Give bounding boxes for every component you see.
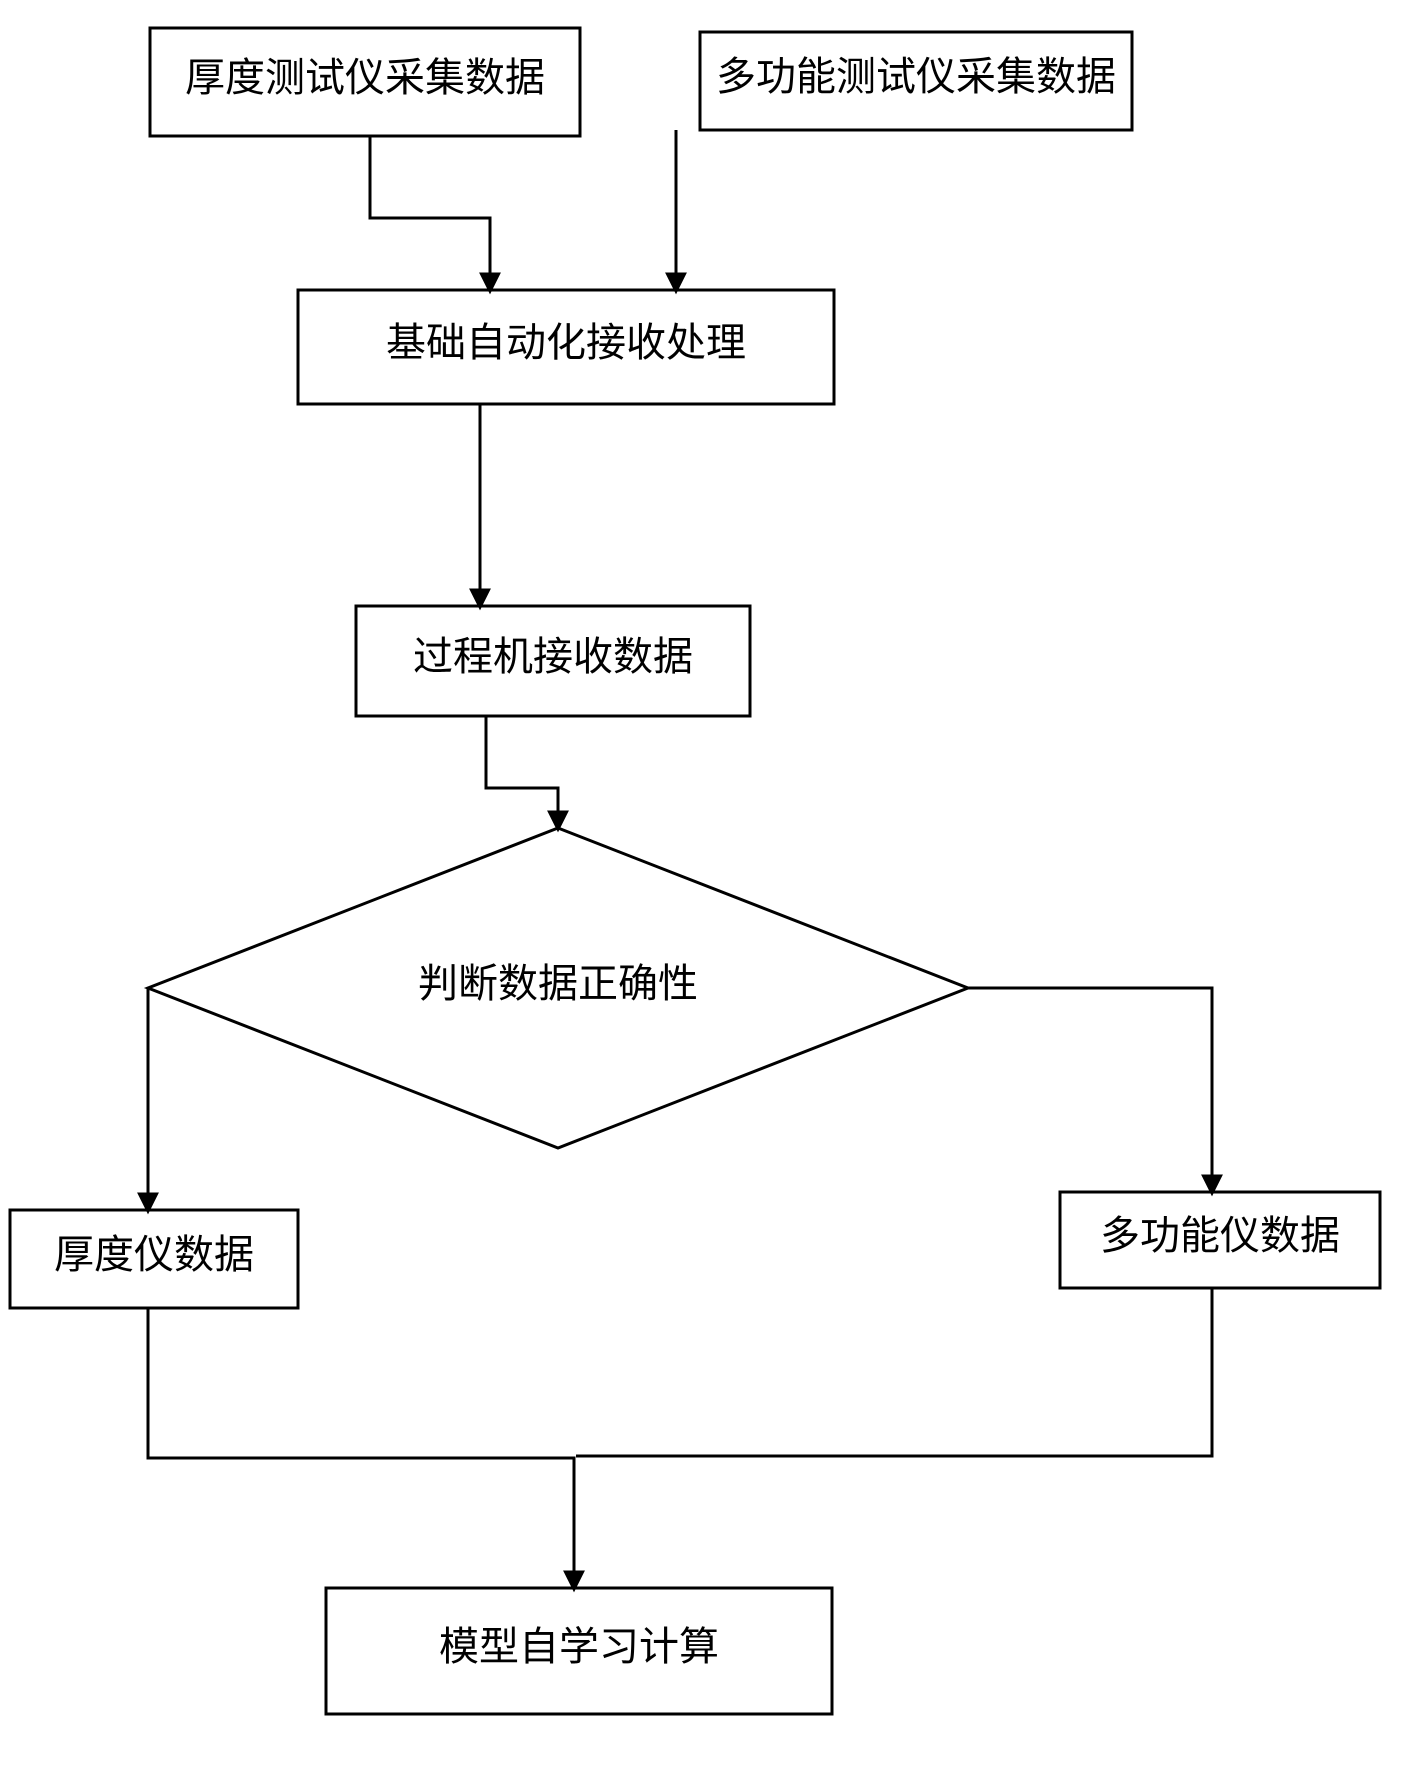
- node-label-thk: 厚度仪数据: [54, 1232, 254, 1277]
- node-label-decision: 判断数据正确性: [418, 961, 698, 1006]
- edge-thk_down: [148, 1308, 574, 1588]
- node-label-learn: 模型自学习计算: [439, 1624, 719, 1669]
- node-label-top_left: 厚度测试仪采集数据: [185, 55, 545, 100]
- node-label-auto: 基础自动化接收处理: [386, 320, 746, 365]
- node-top_right: 多功能测试仪采集数据: [700, 32, 1132, 130]
- node-top_left: 厚度测试仪采集数据: [150, 28, 580, 136]
- node-proc: 过程机接收数据: [356, 606, 750, 716]
- node-label-top_right: 多功能测试仪采集数据: [716, 54, 1116, 99]
- node-auto: 基础自动化接收处理: [298, 290, 834, 404]
- node-thk: 厚度仪数据: [10, 1210, 298, 1308]
- node-multi: 多功能仪数据: [1060, 1192, 1380, 1288]
- edge-multi_down: [576, 1288, 1212, 1456]
- edge-top_left: [370, 136, 490, 290]
- edge-proc: [486, 716, 558, 828]
- node-label-proc: 过程机接收数据: [413, 634, 693, 679]
- node-decision: 判断数据正确性: [148, 828, 968, 1148]
- edge-decision_multi: [968, 988, 1212, 1192]
- node-label-multi: 多功能仪数据: [1100, 1213, 1340, 1258]
- node-learn: 模型自学习计算: [326, 1588, 832, 1714]
